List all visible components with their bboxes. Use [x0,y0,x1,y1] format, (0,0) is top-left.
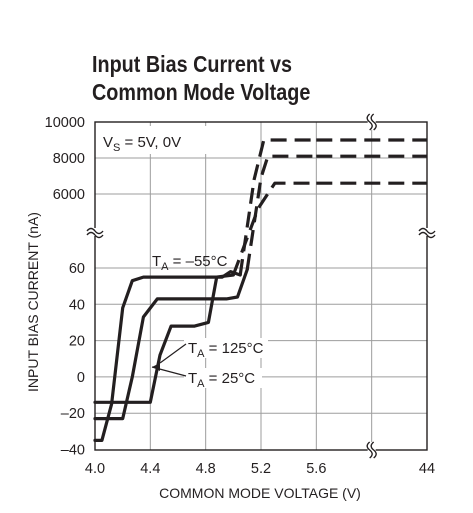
y-tick-label: 8000 [53,151,85,167]
axis-break-mark [418,227,436,235]
x-tick-label: 4.4 [140,461,160,477]
x-tick-label: 4.8 [196,461,216,477]
x-tick-label: 44 [419,461,435,477]
series-line-dashed-0 [238,138,317,276]
x-axis-label: COMMON MODE VOLTAGE (V) [159,485,361,501]
series-line-solid-2 [93,273,235,404]
y-tick-label: –40 [61,443,85,459]
axis-break-mark [86,227,104,235]
annotation-25c: TA = 25°C [188,370,255,390]
y-tick-label: –20 [61,406,85,422]
x-tick-label: 5.2 [251,461,271,477]
y-tick-label: 10000 [45,115,85,131]
annotation-bg-125c [184,338,268,358]
plot-frame [94,121,428,451]
leader-125c [159,343,187,364]
chart-title: Input Bias Current vs Common Mode Voltag… [92,50,310,106]
series-line-solid-1 [93,268,249,421]
supply-label: VS = 5V, 0V [103,134,181,154]
tick-labels: 4.0 4.4 4.8 5.2 5.6 44 10000 8000 6000 60 40 20 0 –20… [45,115,435,477]
x-tick-label: 5.6 [306,461,326,477]
axis-break-mark [366,113,373,131]
annotation-125c: TA = 125°C [188,340,264,360]
y-tick-label: 60 [69,261,85,277]
axis-breaks [86,113,436,459]
series-line-dashed-1 [245,154,317,270]
axis-break-mark [418,231,436,239]
y-tick-label: 0 [77,370,85,386]
chart-title-line-1: Input Bias Current vs [92,51,293,77]
supply-label-bg [98,126,214,154]
axis-break-mark [370,441,377,459]
y-tick-label: 40 [69,297,85,313]
axis-break-mark [366,441,373,459]
y-axis-label: INPUT BIAS CURRENT (nA) [25,212,41,392]
series-line-dashed-2 [231,181,317,276]
series-lines [93,138,427,442]
chart-title-line-2: Common Mode Voltage [92,79,311,105]
axis-break-gap [367,114,376,130]
axis-break-mark [86,231,104,239]
y-tick-label: 20 [69,334,85,350]
axis-break-gap [367,442,376,458]
y-tick-label: 6000 [53,187,85,203]
plot-border [94,121,428,451]
x-tick-label: 4.0 [85,461,105,477]
leader-arrowhead [152,363,160,371]
axis-break-mark [370,113,377,131]
annotation-bg-25c [184,368,262,388]
annotation-minus-55c: TA = –55°C [152,253,228,273]
